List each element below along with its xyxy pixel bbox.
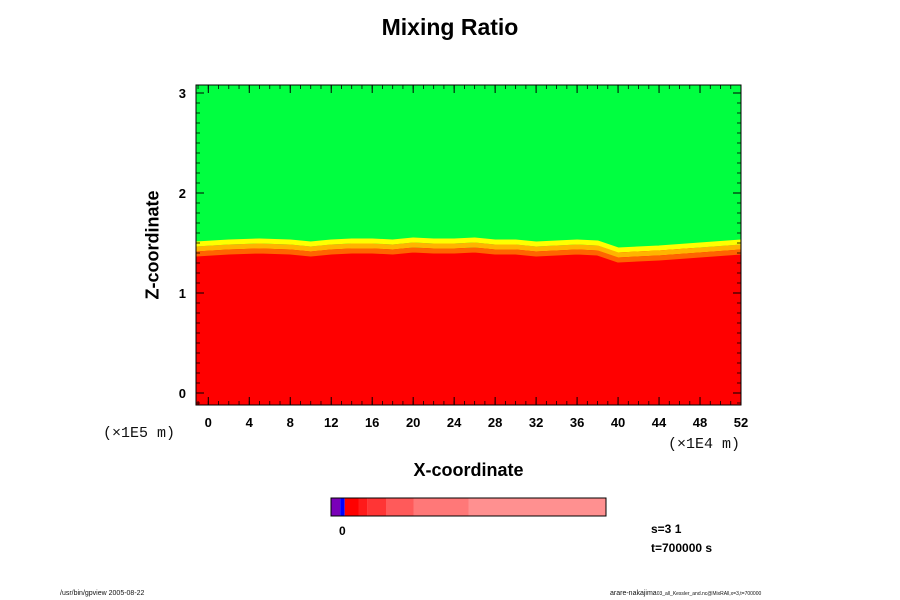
- colorbar-segment: [344, 498, 359, 516]
- y-tick-label: 1: [179, 286, 186, 301]
- x-tick-label: 48: [693, 415, 707, 430]
- colorbar-label: 0: [339, 524, 346, 538]
- x-tick-label: 8: [287, 415, 294, 430]
- colorbar-segment: [358, 498, 368, 516]
- chart-title: Mixing Ratio: [381, 14, 519, 40]
- x-tick-label: 32: [529, 415, 543, 430]
- y-tick-label: 2: [179, 186, 186, 201]
- region-upper: [196, 85, 741, 248]
- colorbar-segment: [340, 498, 345, 516]
- y-axis-label: Z-coordinate: [142, 190, 163, 300]
- y-axis-scale-label: (×1E5 m): [103, 425, 176, 442]
- x-tick-label: 12: [324, 415, 338, 430]
- interface-band: [195, 247, 742, 263]
- colorbar-segment: [367, 498, 386, 516]
- t-value-label: t=700000 s: [651, 541, 713, 555]
- x-tick-label: 52: [734, 415, 748, 430]
- plot-frame: [195, 84, 742, 406]
- colorbar-segment: [386, 498, 414, 516]
- interface-band: [195, 237, 742, 253]
- region-lower: [196, 248, 741, 405]
- interface-band: [195, 242, 742, 258]
- x-tick-label: 16: [365, 415, 379, 430]
- x-tick-label: 24: [447, 415, 462, 430]
- x-tick-label: 40: [611, 415, 625, 430]
- footer-source: arare-nakajima03_all_Kessler_and.nc@MixR…: [610, 590, 761, 597]
- footer-file: 03_all_Kessler_and.nc@MixRAll,x=3,t=7000…: [656, 591, 762, 597]
- x-tick-label: 4: [246, 415, 254, 430]
- x-axis-scale-label: (×1E4 m): [668, 436, 741, 453]
- s-value-label: s=3 1: [651, 522, 682, 536]
- colorbar-segment: [331, 498, 341, 516]
- x-tick-label: 28: [488, 415, 502, 430]
- colorbar-segment: [413, 498, 469, 516]
- y-tick-label: 0: [179, 386, 186, 401]
- x-tick-label: 0: [205, 415, 212, 430]
- x-tick-label: 44: [652, 415, 667, 430]
- x-tick-label: 36: [570, 415, 584, 430]
- x-axis-label: X-coordinate: [413, 460, 524, 480]
- colorbar-segment: [468, 498, 606, 516]
- y-tick-label: 3: [179, 86, 186, 101]
- footer-command: /usr/bin/gpview 2005-08-22: [60, 590, 145, 597]
- colorbar-frame: [330, 497, 607, 517]
- x-tick-label: 20: [406, 415, 420, 430]
- footer-user: arare-nakajima: [610, 590, 657, 597]
